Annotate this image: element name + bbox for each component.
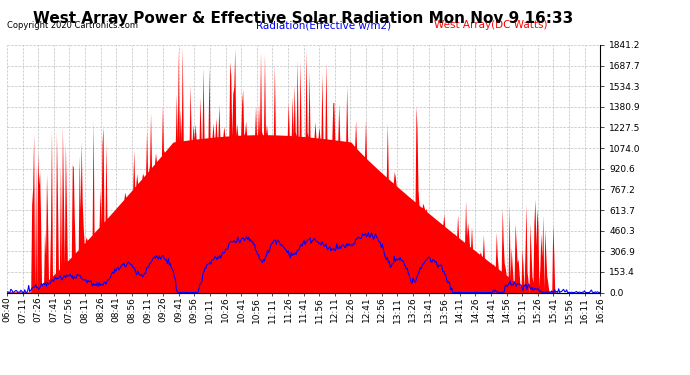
Text: West Array Power & Effective Solar Radiation Mon Nov 9 16:33: West Array Power & Effective Solar Radia… bbox=[34, 11, 573, 26]
Text: Radiation(Effective w/m2): Radiation(Effective w/m2) bbox=[256, 20, 391, 30]
Text: Copyright 2020 Cartronics.com: Copyright 2020 Cartronics.com bbox=[7, 21, 138, 30]
Text: West Array(DC Watts): West Array(DC Watts) bbox=[434, 20, 548, 30]
